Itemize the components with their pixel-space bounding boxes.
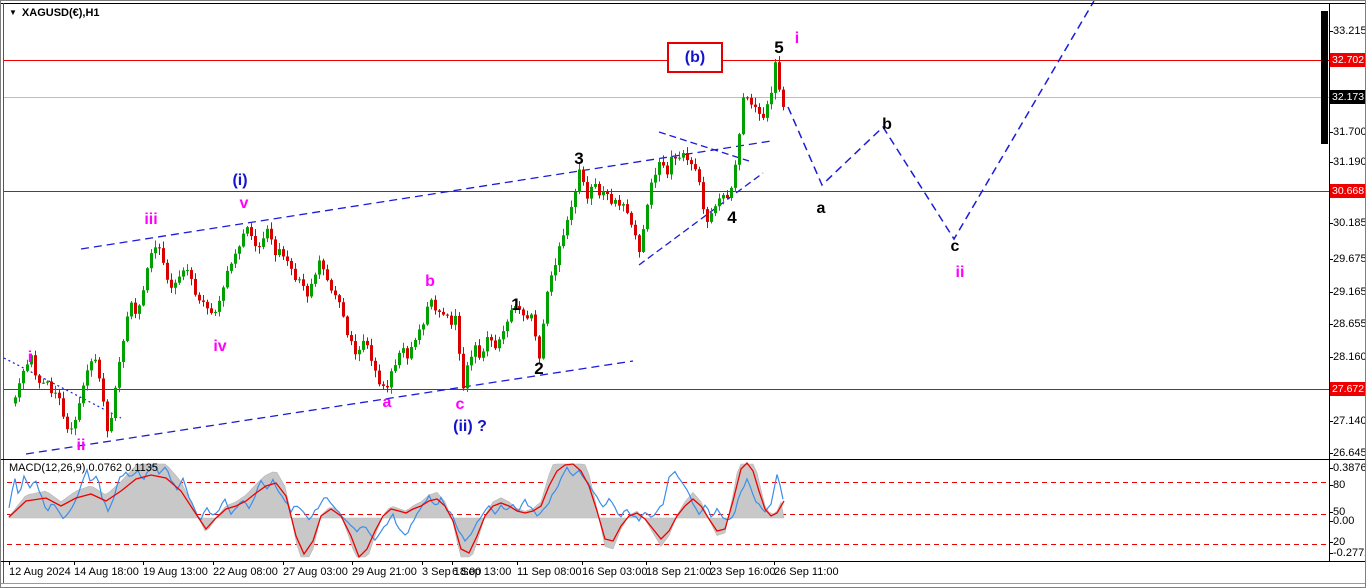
- elliott-wave-label: (ii) ?: [453, 418, 487, 435]
- elliott-wave-label: (i): [232, 172, 248, 189]
- date-axis-label: 19 Aug 13:00: [143, 566, 208, 578]
- price-axis-tick-label: 33.215: [1333, 25, 1366, 37]
- elliott-wave-label: i: [794, 30, 800, 47]
- price-axis-tick-label: 31.190: [1333, 156, 1366, 168]
- price-axis-tick-label: 31.700: [1333, 126, 1366, 138]
- price-axis-tick-label: 28.160: [1333, 351, 1366, 363]
- date-axis-label: 11 Sep 08:00: [517, 566, 582, 578]
- macd-axis-label: 50: [1333, 506, 1346, 518]
- elliott-wave-label: iii: [144, 211, 158, 228]
- date-axis-label: 6 Sep 13:00: [452, 566, 512, 578]
- elliott-wave-label: 4: [727, 208, 737, 227]
- chevron-down-icon[interactable]: ▼: [9, 8, 17, 17]
- elliott-wave-label: c: [455, 396, 465, 413]
- date-axis-label: 26 Sep 11:00: [774, 566, 839, 578]
- date-axis-label: 16 Sep 03:00: [582, 566, 648, 578]
- elliott-wave-label: 3: [574, 149, 584, 168]
- symbol-title: XAGUSD(€),H1: [21, 7, 100, 19]
- elliott-wave-label: iv: [213, 338, 227, 355]
- price-level-badge: 32.702: [1330, 53, 1365, 67]
- price-axis-tick-label: 26.645: [1333, 447, 1366, 459]
- macd-indicator-label: MACD(12,26,9) 0.0762 0.1135: [9, 462, 158, 474]
- macd-axis-label: 20: [1333, 536, 1346, 548]
- elliott-wave-label: ii: [76, 437, 86, 454]
- elliott-wave-label: v: [239, 195, 249, 212]
- price-axis-tick-label: 28.655: [1333, 318, 1366, 330]
- elliott-wave-label: ii: [955, 264, 965, 281]
- price-level-badge: 27.672: [1330, 382, 1365, 396]
- date-axis-label: 22 Aug 08:00: [213, 566, 278, 578]
- elliott-wave-label: 5: [774, 38, 784, 57]
- macd-axis-label: 0.00: [1333, 515, 1355, 527]
- elliott-wave-label: a: [382, 394, 392, 411]
- date-axis-label: 27 Aug 03:00: [283, 566, 348, 578]
- date-axis-label: 12 Aug 2024: [9, 566, 71, 578]
- macd-axis-label: -0.2772: [1333, 547, 1365, 559]
- wave-b-annotation-box: (b): [667, 42, 723, 73]
- elliott-wave-label: a: [816, 200, 826, 217]
- date-axis-label: 3 Sep 18:00: [422, 566, 482, 578]
- symbol-label: ▼ XAGUSD(€),H1: [9, 7, 100, 19]
- macd-axis-label: 0.3876: [1333, 462, 1366, 474]
- price-axis-tick-label: 30.185: [1333, 217, 1366, 229]
- price-level-badge: 32.173: [1330, 90, 1365, 104]
- right-edge-marker-bar: [1321, 11, 1328, 144]
- date-axis-label: 29 Aug 21:00: [352, 566, 417, 578]
- elliott-wave-label: b: [425, 273, 435, 290]
- price-axis-tick-label: 29.675: [1333, 253, 1366, 265]
- date-axis-label: 18 Sep 21:00: [646, 566, 712, 578]
- elliott-wave-label: 1: [511, 295, 521, 314]
- elliott-wave-label: i: [27, 349, 33, 366]
- date-axis-label: 23 Sep 16:00: [710, 566, 776, 578]
- price-axis-tick-label: 27.140: [1333, 415, 1366, 427]
- elliott-wave-label: 2: [534, 359, 544, 378]
- date-axis-label: 14 Aug 18:00: [74, 566, 139, 578]
- price-level-badge: 30.668: [1330, 184, 1365, 198]
- wave-b-annotation-text: (b): [684, 48, 706, 66]
- elliott-wave-label: b: [882, 116, 892, 133]
- elliott-wave-label: c: [950, 238, 960, 255]
- macd-axis-label: 80: [1333, 479, 1346, 491]
- price-axis-tick-label: 29.165: [1333, 286, 1366, 298]
